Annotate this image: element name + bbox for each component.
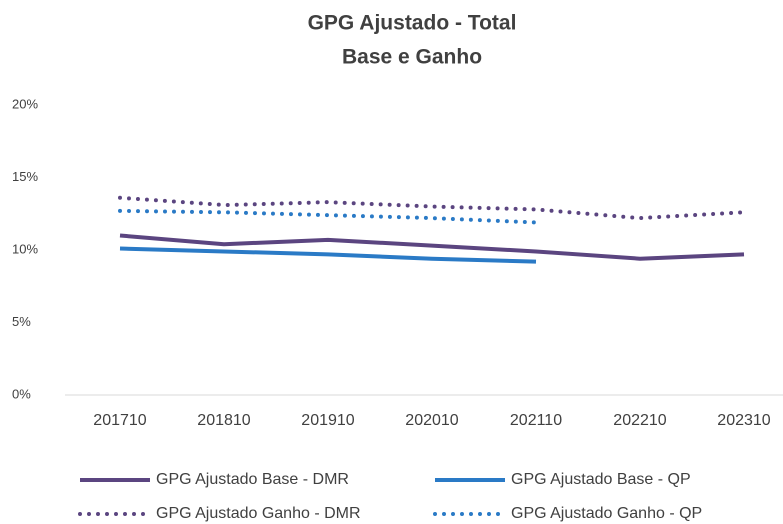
y-tick-label: 15% xyxy=(12,169,38,184)
y-tick-label: 10% xyxy=(12,241,38,256)
y-tick-label: 20% xyxy=(12,96,38,111)
y-tick-label: 5% xyxy=(12,314,31,329)
x-tick-label: 202310 xyxy=(717,412,770,429)
x-tick-label: 201710 xyxy=(93,412,146,429)
legend-label: GPG Ajustado Base - DMR xyxy=(156,471,349,488)
legend-label: GPG Ajustado Base - QP xyxy=(511,471,691,488)
series-line xyxy=(119,246,537,264)
x-tick-label: 202210 xyxy=(613,412,666,429)
legend-label: GPG Ajustado Ganho - QP xyxy=(511,505,702,522)
series-line xyxy=(118,208,538,225)
series-line xyxy=(118,195,746,221)
chart-subtitle: Base e Ganho xyxy=(342,46,482,69)
series-line xyxy=(119,233,745,261)
chart-title: GPG Ajustado - Total xyxy=(308,12,517,35)
y-tick-label: 0% xyxy=(12,386,31,401)
legend-label: GPG Ajustado Ganho - DMR xyxy=(156,505,361,522)
x-tick-label: 202110 xyxy=(510,412,562,429)
x-tick-label: 201910 xyxy=(301,412,354,429)
x-tick-label: 202010 xyxy=(405,412,458,429)
x-tick-label: 201810 xyxy=(197,412,250,429)
